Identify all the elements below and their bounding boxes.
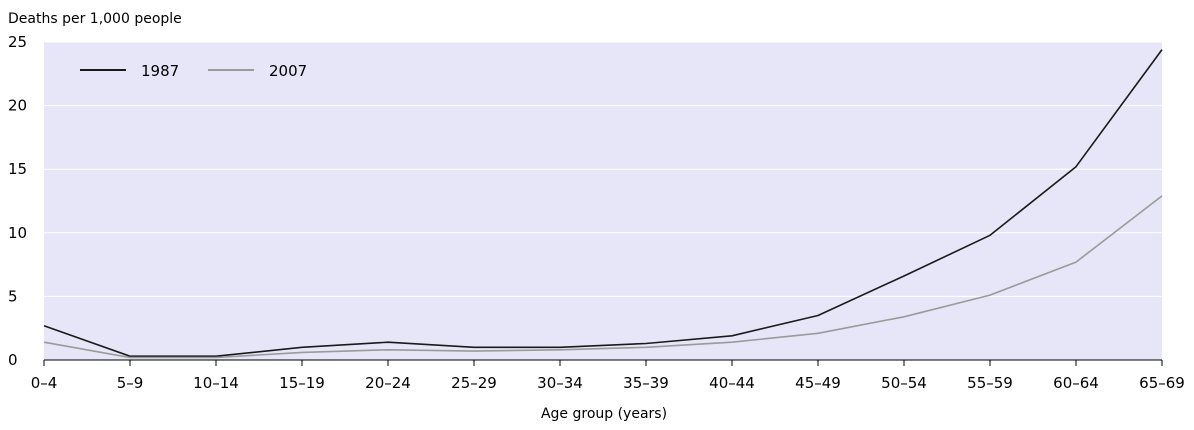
x-tick-labels: 0–4 5–9 10–14 15–19 20–24 25–29 30–34 35–39 40–4…: [31, 374, 1185, 392]
series-lines: [43, 49, 1163, 359]
plot-background: [44, 42, 1162, 360]
gridlines: [44, 41, 1162, 297]
x-axis-title: Age group (years): [541, 406, 667, 422]
y-tick-labels: 0 5 10 15 20 25: [8, 33, 27, 369]
x-tick-label: 40–44: [709, 374, 755, 392]
y-tick-label: 5: [8, 287, 18, 305]
series-line-1987: [43, 49, 1163, 358]
x-tick-label: 65–69: [1139, 374, 1185, 392]
x-tick-label: 35–39: [623, 374, 669, 392]
y-axis-title: Deaths per 1,000 people: [8, 11, 182, 27]
legend-label-2007: 2007: [269, 62, 307, 80]
x-tick-label: 50–54: [881, 374, 927, 392]
x-tick-label: 45–49: [795, 374, 841, 392]
x-tick-label: 20–24: [365, 374, 411, 392]
y-tick-label: 25: [8, 33, 27, 51]
x-tick-label: 25–29: [451, 374, 497, 392]
legend: 1987 2007: [80, 62, 307, 80]
x-tick-label: 5–9: [117, 374, 144, 392]
y-tick-label: 10: [8, 224, 27, 242]
x-tick-label: 60–64: [1053, 374, 1099, 392]
y-tick-label: 15: [8, 160, 27, 178]
x-tick-label: 10–14: [193, 374, 239, 392]
axes: [43, 359, 1163, 366]
x-tick-label: 15–19: [279, 374, 325, 392]
x-tick-label: 55–59: [967, 374, 1013, 392]
y-tick-label: 20: [8, 97, 27, 115]
y-tick-label: 0: [8, 351, 18, 369]
series-line-2007: [43, 195, 1163, 359]
x-tick-label: 0–4: [31, 374, 58, 392]
legend-label-1987: 1987: [141, 62, 179, 80]
x-tick-label: 30–34: [537, 374, 583, 392]
